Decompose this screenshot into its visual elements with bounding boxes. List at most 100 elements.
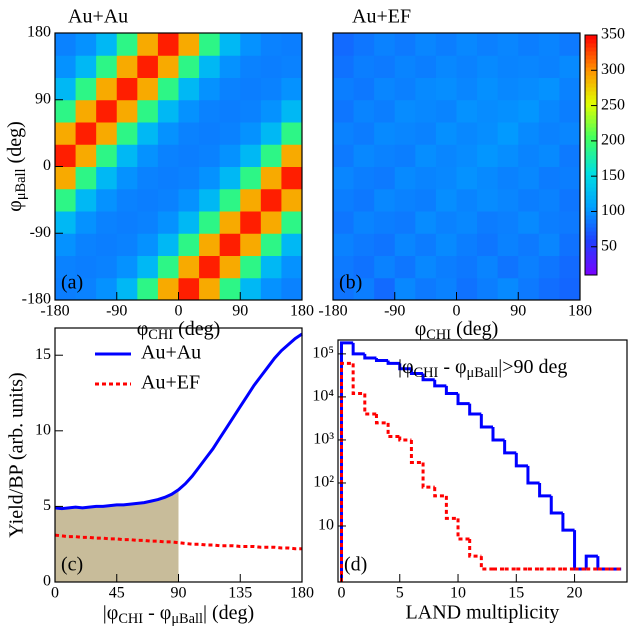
heat-cell	[260, 188, 282, 212]
heat-cell	[456, 277, 478, 301]
heat-cell	[353, 277, 375, 301]
heat-cell	[260, 55, 282, 78]
heat-cell	[137, 166, 159, 190]
heat-cell	[477, 33, 499, 56]
heat-cell	[219, 188, 241, 212]
heat-cell	[538, 55, 560, 78]
heat-cell	[199, 77, 221, 101]
heat-cell	[219, 233, 241, 256]
colorbar-step	[585, 219, 597, 224]
x-tick-label: 20	[567, 585, 583, 602]
heat-cell	[538, 122, 560, 145]
heat-cell	[374, 255, 396, 279]
colorbar-step	[585, 203, 597, 208]
heat-cell	[353, 122, 375, 145]
colorbar-step	[585, 231, 597, 236]
heat-cell	[477, 233, 499, 256]
heat-cell	[477, 277, 499, 301]
heat-cell	[415, 188, 437, 212]
hist-step	[596, 556, 610, 571]
heat-cell	[518, 33, 540, 56]
heat-cell	[55, 277, 77, 301]
heat-cell	[456, 99, 478, 123]
heat-cell	[96, 233, 118, 256]
colorbar-step	[585, 223, 597, 228]
heat-cell	[281, 166, 303, 190]
colorbar-step	[585, 91, 597, 96]
heat-cell	[116, 122, 138, 145]
heat-cell	[497, 122, 519, 145]
heat-cell	[435, 122, 457, 145]
colorbar-step	[585, 99, 597, 104]
heat-cell	[415, 166, 437, 190]
hist-step	[479, 556, 493, 571]
hist-step	[526, 465, 540, 485]
y-axis-label-part: (deg)	[4, 121, 26, 168]
x-axis-label-part: |φ	[103, 602, 119, 624]
heat-cell	[240, 211, 262, 234]
heat-cell	[456, 144, 478, 167]
heat-cell	[75, 233, 97, 256]
colorbar-step	[585, 163, 597, 168]
heat-cell	[178, 77, 200, 101]
heat-cell	[75, 144, 97, 167]
heat-cell	[353, 33, 375, 56]
heat-cell	[538, 211, 560, 234]
annotation-part: μBall	[467, 365, 499, 381]
heat-cell	[75, 33, 97, 56]
heat-cell	[96, 277, 118, 301]
hist-step	[549, 495, 563, 515]
heat-cell	[116, 166, 138, 190]
heat-cell	[75, 166, 97, 190]
heat-cell	[477, 188, 499, 212]
x-tick-label: 135	[228, 585, 252, 602]
heat-cell	[559, 55, 581, 78]
annotation-part: |φ	[398, 356, 414, 378]
hist-step	[491, 426, 505, 442]
colorbar-step	[585, 155, 597, 160]
heat-cell	[415, 33, 437, 56]
heat-cell	[199, 233, 221, 256]
heat-cell	[199, 166, 221, 190]
heat-cell	[281, 144, 303, 167]
x-axis-label-part: (deg)	[451, 318, 498, 340]
heat-cell	[394, 99, 416, 123]
y-tick-label: 0	[43, 157, 51, 174]
annotation-part: CHI	[414, 365, 439, 381]
x-axis-label: LAND multiplicity	[406, 602, 560, 624]
heat-cell	[178, 188, 200, 212]
hist-step	[363, 393, 377, 416]
heat-cell	[538, 166, 560, 190]
annotation-part: |>90 deg	[498, 356, 567, 378]
panel-label: (c)	[61, 554, 83, 576]
heat-cell	[435, 188, 457, 212]
heat-cell	[199, 211, 221, 234]
heat-cell	[374, 77, 396, 101]
annotation: |φCHI - φμBall|>90 deg	[398, 356, 567, 382]
colorbar-step	[585, 143, 597, 148]
heat-cell	[260, 122, 282, 145]
colorbar-label: 150	[601, 167, 625, 184]
heat-cell	[281, 188, 303, 212]
panel-label: (a)	[61, 272, 83, 294]
heat-cell	[415, 233, 437, 256]
hist-step	[374, 414, 389, 425]
colorbar-label: 50	[601, 237, 617, 254]
heat-cell	[240, 33, 262, 56]
colorbar-step	[585, 95, 597, 100]
heat-cell	[96, 166, 118, 190]
y-tick-label: 10	[35, 421, 51, 438]
x-tick-label: 0	[175, 303, 183, 320]
hist-step	[386, 360, 400, 365]
colorbar-step	[585, 259, 597, 264]
hist-step	[409, 439, 424, 464]
heat-cell	[374, 277, 396, 301]
heat-cell	[157, 277, 179, 301]
heat-cell	[477, 99, 499, 123]
heat-cell	[477, 122, 499, 145]
heat-cell	[240, 77, 262, 101]
heat-cell	[456, 188, 478, 212]
heat-cell	[178, 55, 200, 78]
x-axis-label-part: CHI	[426, 327, 451, 343]
